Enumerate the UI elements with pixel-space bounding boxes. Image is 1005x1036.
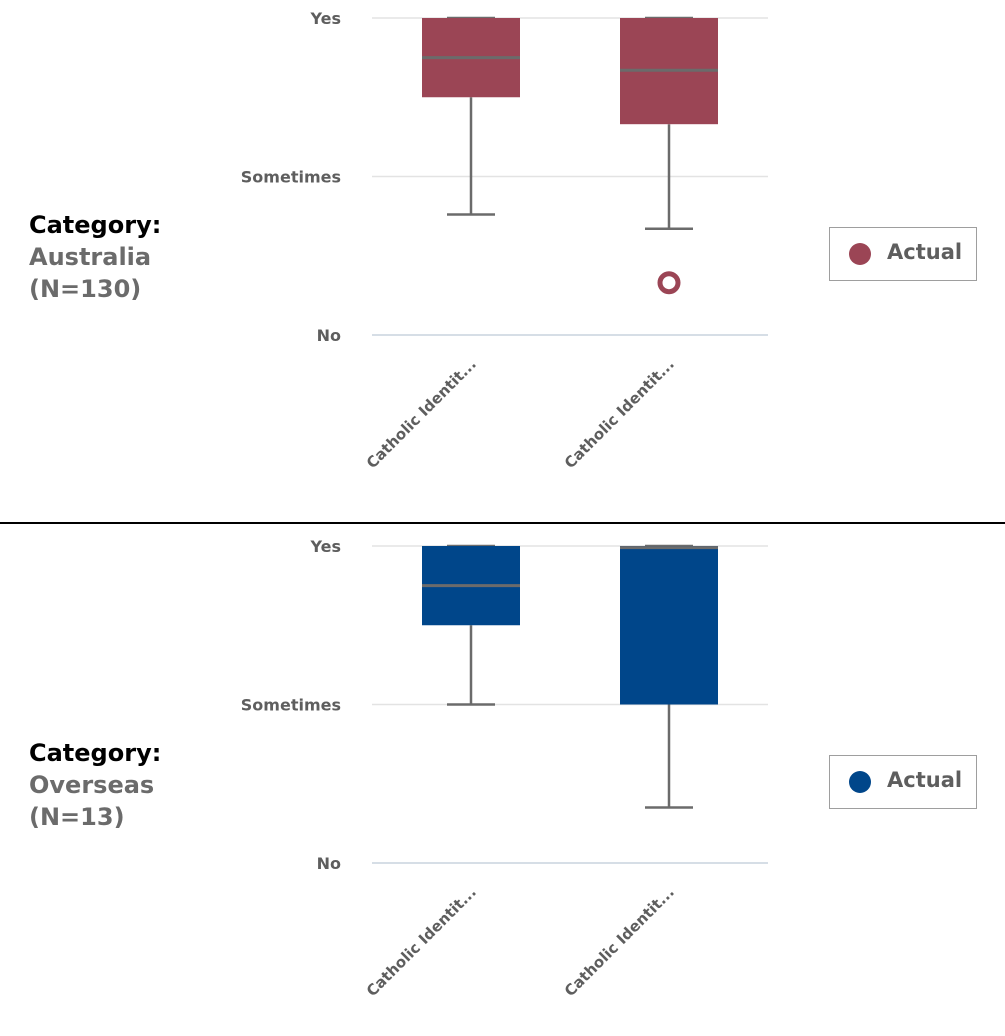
legend-swatch-icon — [849, 243, 871, 265]
outlier-point — [657, 271, 681, 295]
panel-title: Category: Australia (N=130) — [29, 209, 161, 305]
legend[interactable]: Actual — [829, 227, 977, 281]
legend-label: Actual — [887, 240, 963, 264]
y-tick-label: No — [317, 854, 341, 873]
x-tick-label: Catholic Identit... — [363, 883, 480, 1000]
panel-title-line-1: Category: — [29, 211, 162, 239]
y-tick-label: No — [317, 326, 341, 345]
boxplot-australia: Yes Sometimes No Catholic Identit... Catholi… — [241, 9, 768, 472]
panel-title-line-3: (N=130) — [29, 275, 142, 303]
x-tick-label: Catholic Identit... — [363, 355, 480, 472]
x-tick-label: Catholic Identit... — [561, 883, 678, 1000]
panel-title-line-1: Category: — [29, 739, 162, 767]
y-tick-label: Yes — [310, 537, 342, 556]
y-tick-label: Yes — [310, 9, 342, 28]
panel-title: Category: Overseas (N=13) — [29, 737, 161, 833]
box — [620, 546, 718, 705]
panel-title-line-3: (N=13) — [29, 803, 125, 831]
chart-panel-overseas: Category: Overseas (N=13) Yes Sometimes No… — [0, 528, 1005, 1036]
legend-label: Actual — [887, 768, 963, 792]
x-tick-label: Catholic Identit... — [561, 355, 678, 472]
chart-panel-australia: Category: Australia (N=130) Yes Sometimes… — [0, 0, 1005, 508]
legend[interactable]: Actual — [829, 755, 977, 809]
panel-title-line-2: Australia — [29, 243, 152, 271]
panel-title-line-2: Overseas — [29, 771, 155, 799]
panel-divider — [0, 522, 1005, 524]
y-tick-label: Sometimes — [241, 168, 341, 187]
legend-swatch-icon — [849, 771, 871, 793]
boxplot-overseas: Yes Sometimes No Catholic Identit... Catholi… — [241, 537, 768, 1000]
y-tick-label: Sometimes — [241, 696, 341, 715]
